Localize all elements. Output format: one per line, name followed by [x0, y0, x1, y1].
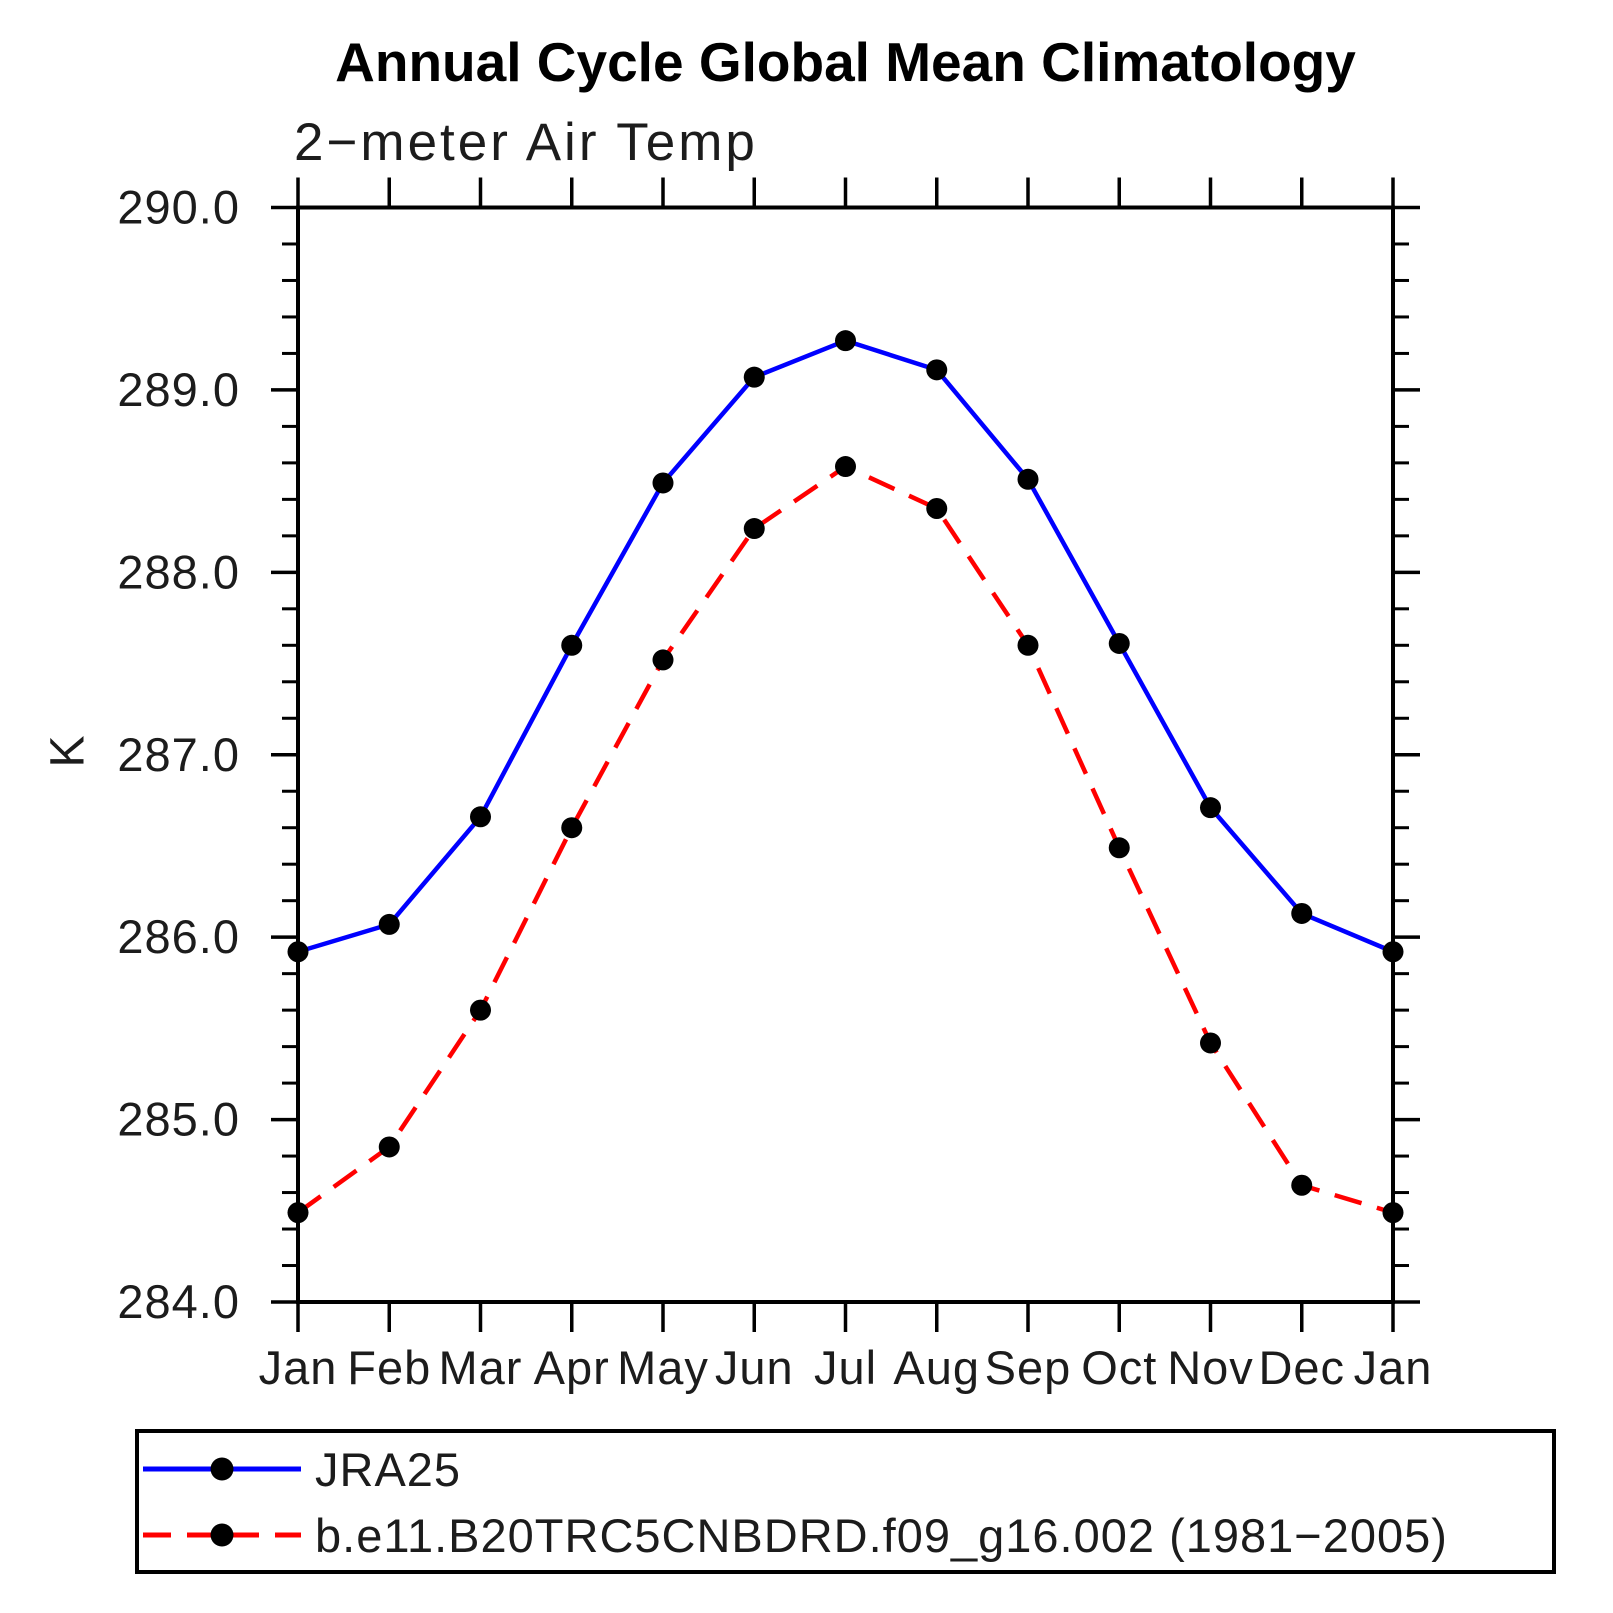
data-point-marker [835, 330, 856, 352]
y-tick-label: 285.0 [117, 1093, 240, 1146]
data-point-marker [1017, 634, 1039, 656]
y-tick-label: 290.0 [117, 181, 240, 234]
data-point-marker [561, 634, 583, 656]
y-tick-label: 284.0 [117, 1275, 240, 1328]
y-tick-label: 287.0 [117, 728, 240, 781]
x-tick-label: Jul [814, 1341, 877, 1394]
chart-title: Annual Cycle Global Mean Climatology [335, 31, 1356, 93]
data-point-marker [378, 913, 400, 935]
series-line-jra25 [297, 338, 1394, 954]
x-tick-label: Jun [715, 1341, 794, 1394]
legend-item-jra25: JRA25 [140, 1443, 461, 1496]
x-tick-label: Feb [347, 1341, 431, 1394]
data-point-marker [1200, 1032, 1221, 1054]
legend-box: JRA25 b.e11.B20TRC5CNBDRD.f09_g16.002 (1… [135, 1429, 1556, 1574]
x-tick-label: Oct [1081, 1341, 1157, 1394]
legend-marker [210, 1523, 234, 1547]
data-point-marker [1200, 797, 1221, 819]
plot-frame [296, 205, 1395, 1304]
data-point-marker [743, 518, 765, 540]
data-point-marker [743, 366, 765, 388]
chart-subtitle: 2−meter Air Temp [294, 113, 758, 172]
data-point-marker [652, 472, 674, 494]
data-point-marker [1291, 902, 1313, 924]
x-tick-label: Jan [259, 1341, 338, 1394]
data-point-marker [926, 359, 948, 381]
y-tick-label: 289.0 [117, 363, 240, 416]
x-tick-label: Apr [534, 1341, 610, 1394]
legend-item-model: b.e11.B20TRC5CNBDRD.f09_g16.002 (1981−20… [140, 1509, 1448, 1562]
data-point-marker [561, 817, 583, 839]
x-tick-label: May [617, 1341, 709, 1394]
data-point-marker [378, 1136, 400, 1158]
legend-swatch-dashed-line [143, 1523, 301, 1547]
x-tick-label: Aug [893, 1341, 980, 1394]
data-point-marker [1108, 632, 1130, 654]
data-point-marker [1108, 837, 1130, 859]
legend-marker [210, 1457, 234, 1481]
legend-swatch-solid-line [143, 1457, 301, 1481]
data-point-marker [835, 456, 856, 478]
x-tick-label: Sep [985, 1341, 1072, 1394]
data-point-marker [470, 806, 491, 828]
y-tick-label: 286.0 [117, 910, 240, 963]
data-point-marker [652, 649, 674, 671]
x-tick-label: Mar [439, 1341, 523, 1394]
data-point-marker [1291, 1174, 1313, 1196]
legend-label-jra25: JRA25 [315, 1442, 462, 1496]
data-point-marker [1017, 468, 1039, 490]
data-point-marker [926, 497, 948, 519]
x-tick-label: Dec [1258, 1341, 1345, 1394]
data-point-marker [470, 999, 491, 1021]
x-tick-label: Nov [1167, 1341, 1254, 1394]
legend-label-model: b.e11.B20TRC5CNBDRD.f09_g16.002 (1981−20… [315, 1508, 1448, 1562]
x-tick-label: Jan [1354, 1341, 1433, 1394]
y-tick-label: 288.0 [117, 545, 240, 598]
